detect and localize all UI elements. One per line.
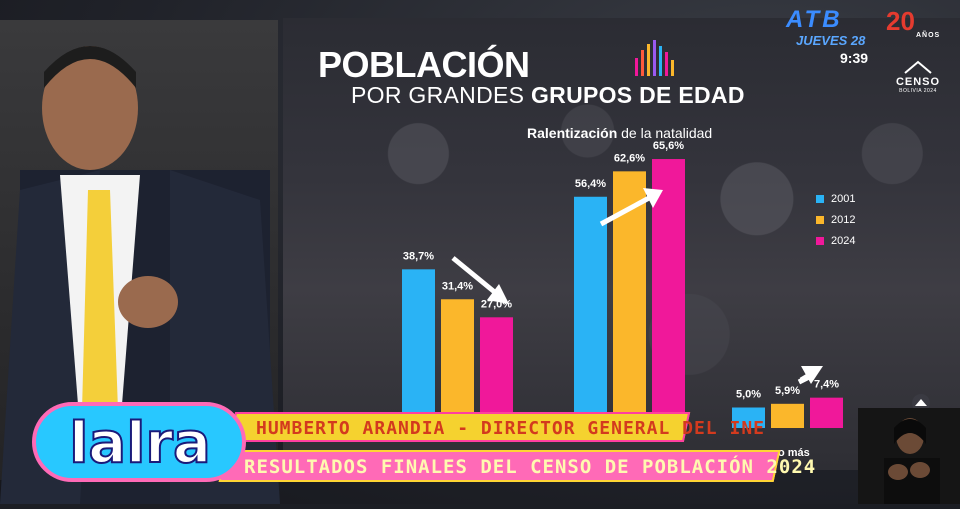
- bar-2024-group-0: [480, 317, 513, 428]
- data-label: 31,4%: [442, 280, 473, 292]
- bar-2001-group-0: [402, 269, 435, 428]
- bar-2024-group-1: [652, 159, 685, 429]
- bar-2024-group-2: [810, 397, 843, 428]
- anniversary-label: AÑOS: [916, 32, 941, 39]
- census-logo: CENSO BOLIVIA 2024: [890, 60, 946, 96]
- data-label: 5,0%: [736, 389, 761, 401]
- data-label: 56,4%: [575, 178, 606, 190]
- trend-arrow-down-icon: [451, 256, 509, 304]
- slide-title: POBLACIÓN: [318, 44, 530, 85]
- legend-label: 2012: [831, 213, 856, 226]
- bar-2012-group-0: [441, 299, 474, 428]
- broadcast-date: JUEVES 28: [796, 33, 866, 48]
- trend-arrow-up-small-icon: [797, 366, 823, 385]
- svg-text:lalra: lalra: [69, 411, 211, 476]
- age-group-bar-chart: 38,7%56,4%5,0%31,4%62,6%5,9%27,0%65,6%7,…: [402, 140, 930, 429]
- legend-label: 2024: [831, 234, 856, 247]
- interpreter-image: [858, 408, 960, 504]
- chart-legend: 2001 2012 2024: [816, 188, 855, 251]
- expand-caret-icon[interactable]: [912, 394, 930, 412]
- census-roof-icon: [904, 60, 932, 74]
- topic-caption: RESULTADOS FINALES DEL CENSO DE POBLACIÓ…: [244, 456, 817, 478]
- broadcast-time: 9:39: [840, 50, 869, 66]
- bar-2001-group-1: [574, 196, 607, 428]
- data-label: 62,6%: [614, 152, 645, 164]
- data-label: 7,4%: [814, 379, 839, 391]
- data-label: 5,9%: [775, 385, 800, 397]
- channel-logo: ATB 20 AÑOS JUEVES 28 9:39: [786, 6, 956, 68]
- presenter-name-caption: HUMBERTO ARANDIA - DIRECTOR GENERAL DEL …: [256, 418, 765, 439]
- legend-swatch: [816, 236, 824, 245]
- legend-item: 2012: [816, 209, 855, 230]
- bar-2012-group-2: [771, 403, 804, 428]
- anniversary-number: 20: [886, 6, 915, 36]
- slide-title-line2: POR GRANDES GRUPOS DE EDAD: [351, 82, 745, 108]
- legend-label: 2001: [831, 192, 856, 205]
- trend-arrow-up-icon: [599, 188, 663, 227]
- channel-name: ATB: [786, 6, 843, 33]
- legend-swatch: [816, 215, 824, 224]
- legend-item: 2001: [816, 188, 855, 209]
- legend-swatch: [816, 194, 824, 203]
- census-logo-subtext: BOLIVIA 2024: [899, 88, 937, 94]
- legend-item: 2024: [816, 230, 855, 251]
- sign-language-interpreter-inset: [858, 408, 960, 504]
- data-label: 38,7%: [403, 250, 434, 262]
- bar-2001-group-2: [732, 407, 765, 428]
- category-label-partial: o más: [778, 447, 810, 459]
- lalra-show-logo-icon: lalra: [32, 402, 246, 482]
- census-bars-logo-icon: [635, 40, 674, 76]
- chart-subtitle: Ralentización de la natalidad: [527, 125, 713, 141]
- data-label: 65,6%: [653, 140, 684, 152]
- presentation-screen: POBLACIÓN POR GRANDES GRUPOS DE EDAD Ral…: [283, 18, 960, 470]
- census-logo-text: CENSO: [895, 76, 941, 88]
